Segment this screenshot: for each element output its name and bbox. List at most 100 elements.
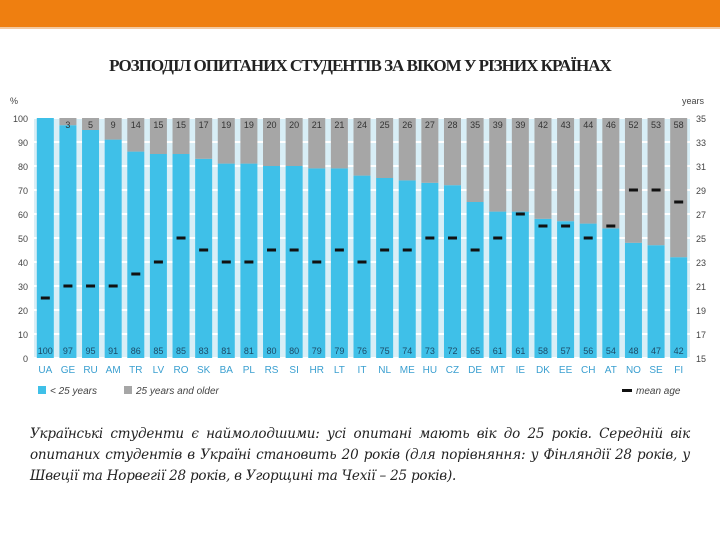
value-label-25-and-older: 24 xyxy=(357,120,367,130)
mean-age-marker xyxy=(86,284,96,288)
country-label: ME xyxy=(400,365,415,376)
value-label-25-and-older: 20 xyxy=(289,120,299,130)
country-label: AT xyxy=(605,365,617,376)
y2-tick-label: 29 xyxy=(696,186,706,196)
value-label-25-and-older: 44 xyxy=(583,120,593,130)
bar-under-25 xyxy=(104,139,122,358)
mean-age-marker xyxy=(515,212,525,216)
value-label-under-25: 73 xyxy=(425,346,435,356)
country-label: EE xyxy=(559,365,573,376)
value-label-25-and-older: 20 xyxy=(267,120,277,130)
y-tick-label: 100 xyxy=(13,114,28,124)
bar-under-25 xyxy=(489,211,507,358)
y2-tick-label: 15 xyxy=(696,354,706,364)
bar-under-25 xyxy=(127,151,145,358)
bar-under-25 xyxy=(466,202,484,358)
value-label-25-and-older: 53 xyxy=(651,120,661,130)
bar-under-25 xyxy=(579,223,597,358)
country-label: GE xyxy=(61,365,76,376)
bar-25-and-older xyxy=(330,118,348,169)
value-label-25-and-older: 15 xyxy=(153,120,163,130)
top-accent-bar xyxy=(0,0,720,29)
value-label-under-25: 79 xyxy=(334,346,344,356)
value-label-under-25: 57 xyxy=(561,346,571,356)
value-label-under-25: 80 xyxy=(267,346,277,356)
country-label: RU xyxy=(83,365,97,376)
bar-under-25 xyxy=(421,182,439,358)
value-label-under-25: 81 xyxy=(221,346,231,356)
bar-25-and-older xyxy=(670,118,688,258)
mean-age-marker xyxy=(63,284,73,288)
country-label: NL xyxy=(378,365,391,376)
mean-age-marker xyxy=(583,236,593,240)
legend-swatch-mean-age xyxy=(622,389,632,392)
value-label-25-and-older: 39 xyxy=(515,120,525,130)
value-label-25-and-older: 39 xyxy=(493,120,503,130)
legend-swatch-25-and-older xyxy=(124,386,132,394)
country-label: DE xyxy=(468,365,482,376)
mean-age-marker xyxy=(561,224,571,228)
mean-age-marker xyxy=(153,260,163,264)
value-label-25-and-older: 58 xyxy=(674,120,684,130)
value-label-under-25: 75 xyxy=(380,346,390,356)
bar-under-25 xyxy=(263,166,281,358)
bar-under-25 xyxy=(82,130,100,358)
bar-25-and-older xyxy=(308,118,326,169)
bar-25-and-older xyxy=(443,118,461,186)
y2-tick-label: 35 xyxy=(696,114,706,124)
bar-under-25 xyxy=(511,211,529,358)
bar-under-25 xyxy=(330,168,348,358)
mean-age-marker xyxy=(380,248,390,252)
bar-25-and-older xyxy=(489,118,507,212)
value-label-under-25: 80 xyxy=(289,346,299,356)
country-label: SE xyxy=(649,365,663,376)
bar-under-25 xyxy=(534,218,552,358)
value-label-25-and-older: 42 xyxy=(538,120,548,130)
legend-label-25-and-older: 25 years and older xyxy=(135,386,220,397)
bar-under-25 xyxy=(443,185,461,358)
country-label: LT xyxy=(334,365,345,376)
legend-label-mean-age: mean age xyxy=(636,386,681,397)
value-label-under-25: 79 xyxy=(312,346,322,356)
value-label-25-and-older: 21 xyxy=(334,120,344,130)
legend-swatch-under-25 xyxy=(38,386,46,394)
value-label-under-25: 56 xyxy=(583,346,593,356)
value-label-under-25: 42 xyxy=(674,346,684,356)
y-tick-label: 90 xyxy=(18,138,28,148)
mean-age-marker xyxy=(402,248,412,252)
bar-under-25 xyxy=(353,175,371,358)
mean-age-marker xyxy=(176,236,186,240)
y2-tick-label: 21 xyxy=(696,282,706,292)
value-label-under-25: 61 xyxy=(515,346,525,356)
value-label-under-25: 61 xyxy=(493,346,503,356)
country-label: BA xyxy=(220,365,234,376)
value-label-25-and-older: 3 xyxy=(65,120,70,130)
mean-age-marker xyxy=(357,260,367,264)
country-label: IT xyxy=(358,365,367,376)
bar-under-25 xyxy=(36,118,54,358)
bar-under-25 xyxy=(398,180,416,358)
mean-age-marker xyxy=(312,260,322,264)
country-label: LV xyxy=(153,365,165,376)
bar-under-25 xyxy=(624,242,642,358)
bar-25-and-older xyxy=(398,118,416,181)
y-tick-label: 80 xyxy=(18,162,28,172)
y2-tick-label: 19 xyxy=(696,306,706,316)
bar-under-25 xyxy=(647,245,665,358)
bar-under-25 xyxy=(376,178,394,358)
country-label: UA xyxy=(38,365,52,376)
bar-25-and-older xyxy=(421,118,439,183)
bar-25-and-older xyxy=(263,118,281,166)
caption-text: Українські студенти є наймолодшими: усі … xyxy=(30,426,690,484)
value-label-under-25: 48 xyxy=(628,346,638,356)
bar-25-and-older xyxy=(602,118,620,229)
mean-age-marker xyxy=(538,224,548,228)
value-label-25-and-older: 5 xyxy=(88,120,93,130)
value-label-under-25: 100 xyxy=(38,346,53,356)
bar-under-25 xyxy=(149,154,167,358)
country-label: SK xyxy=(197,365,211,376)
bar-25-and-older xyxy=(376,118,394,178)
value-label-under-25: 74 xyxy=(402,346,412,356)
value-label-25-and-older: 43 xyxy=(561,120,571,130)
bar-25-and-older xyxy=(240,118,258,164)
